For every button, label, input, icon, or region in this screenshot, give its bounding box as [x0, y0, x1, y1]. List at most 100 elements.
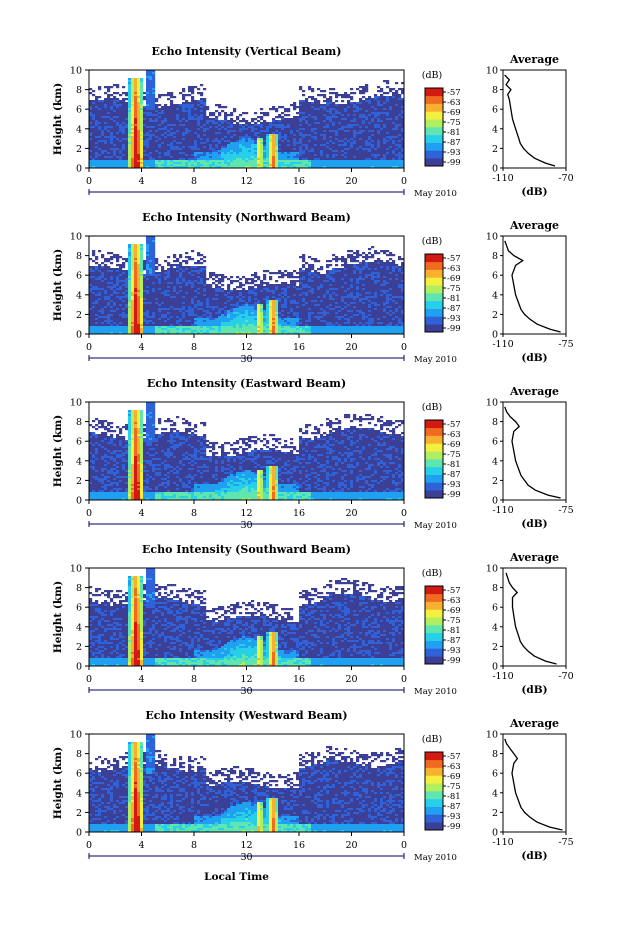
- heatmap-cell: [389, 144, 393, 147]
- heatmap-cell: [347, 134, 351, 137]
- heatmap-cell: [335, 154, 339, 157]
- heatmap-cell: [134, 310, 138, 313]
- heatmap-cell: [347, 106, 351, 109]
- heatmap-cell: [167, 272, 171, 275]
- heatmap-cell: [128, 88, 132, 91]
- heatmap-cell: [116, 288, 120, 291]
- heatmap-cell: [368, 162, 372, 165]
- heatmap-cell: [107, 292, 111, 295]
- heatmap-cell: [239, 126, 243, 129]
- heatmap-cell: [392, 158, 396, 161]
- heatmap-cell: [311, 126, 315, 129]
- heatmap-cell: [125, 290, 129, 293]
- heatmap-cell: [131, 154, 135, 157]
- heatmap-cell: [359, 124, 363, 127]
- heatmap-cell: [167, 98, 171, 101]
- heatmap-cell: [134, 298, 138, 301]
- heatmap-cell: [227, 140, 231, 143]
- heatmap-cell: [119, 282, 123, 285]
- heatmap-cell: [344, 104, 348, 107]
- heatmap-cell: [89, 308, 93, 311]
- heatmap-cell: [146, 304, 150, 307]
- heatmap-cell: [335, 138, 339, 141]
- heatmap-cell: [95, 138, 99, 141]
- heatmap-cell: [335, 110, 339, 113]
- heatmap-cell: [308, 140, 312, 143]
- heatmap-cell: [131, 82, 135, 85]
- heatmap-cell: [131, 244, 135, 247]
- heatmap-cell: [380, 132, 384, 135]
- heatmap-cell: [104, 166, 108, 169]
- heatmap-cell: [215, 150, 219, 153]
- heatmap-cell: [173, 96, 177, 99]
- heatmap-cell: [182, 320, 186, 323]
- heatmap-cell: [104, 138, 108, 141]
- heatmap-cell: [398, 106, 402, 109]
- heatmap-cell: [368, 104, 372, 107]
- heatmap-cell: [308, 110, 312, 113]
- heatmap-cell: [242, 162, 246, 165]
- heatmap-cell: [89, 88, 93, 91]
- heatmap-cell: [206, 152, 210, 155]
- heatmap-cell: [134, 304, 138, 307]
- heatmap-cell: [92, 280, 96, 283]
- heatmap-cell: [170, 138, 174, 141]
- heatmap-cell: [143, 264, 147, 267]
- heatmap-cell: [215, 162, 219, 165]
- heatmap-cell: [269, 164, 273, 167]
- heatmap-cell: [359, 144, 363, 147]
- heatmap-cell: [116, 124, 120, 127]
- heatmap-cell: [152, 328, 156, 331]
- heatmap-cell: [191, 114, 195, 117]
- heatmap-cell: [392, 130, 396, 133]
- heatmap-cell: [338, 166, 342, 169]
- heatmap-cell: [146, 326, 150, 329]
- heatmap-cell: [284, 130, 288, 133]
- heatmap-cell: [104, 106, 108, 109]
- heatmap-cell: [116, 300, 120, 303]
- heatmap-cell: [155, 296, 159, 299]
- heatmap-cell: [116, 304, 120, 307]
- heatmap-cell: [302, 104, 306, 107]
- heatmap-cell: [128, 92, 132, 95]
- heatmap-cell: [308, 142, 312, 145]
- heatmap-cell: [122, 326, 126, 329]
- heatmap-cell: [107, 162, 111, 165]
- heatmap-cell: [152, 134, 156, 137]
- heatmap-cell: [194, 144, 198, 147]
- heatmap-cell: [128, 80, 132, 83]
- heatmap-cell: [107, 276, 111, 279]
- heatmap-cell: [263, 124, 267, 127]
- heatmap-cell: [263, 146, 267, 149]
- heatmap-cell: [101, 296, 105, 299]
- heatmap-cell: [131, 298, 135, 301]
- heatmap-cell: [188, 304, 192, 307]
- heatmap-cell: [281, 142, 285, 145]
- heatmap-cell: [305, 106, 309, 109]
- heatmap-cell: [290, 144, 294, 147]
- heatmap-cell: [188, 272, 192, 275]
- heatmap-cell: [350, 158, 354, 161]
- heatmap-cell: [302, 162, 306, 165]
- heatmap-cell: [98, 284, 102, 287]
- heatmap-cell: [401, 124, 405, 127]
- heatmap-cell: [203, 124, 207, 127]
- heatmap-cell: [326, 146, 330, 149]
- heatmap-cell: [239, 134, 243, 137]
- heatmap-cell: [107, 294, 111, 297]
- average-title: Average: [509, 53, 559, 66]
- heatmap-cell: [395, 164, 399, 167]
- heatmap-cell: [146, 102, 150, 105]
- heatmap-cell: [143, 114, 147, 117]
- heatmap-cell: [131, 270, 135, 273]
- heatmap-cell: [356, 116, 360, 119]
- heatmap-cell: [353, 126, 357, 129]
- heatmap-cell: [134, 296, 138, 299]
- heatmap-cell: [215, 154, 219, 157]
- heatmap-cell: [116, 278, 120, 281]
- heatmap-cell: [128, 326, 132, 329]
- heatmap-cell: [155, 152, 159, 155]
- heatmap-cell: [134, 326, 138, 329]
- heatmap-cell: [155, 106, 159, 109]
- heatmap-cell: [215, 164, 219, 167]
